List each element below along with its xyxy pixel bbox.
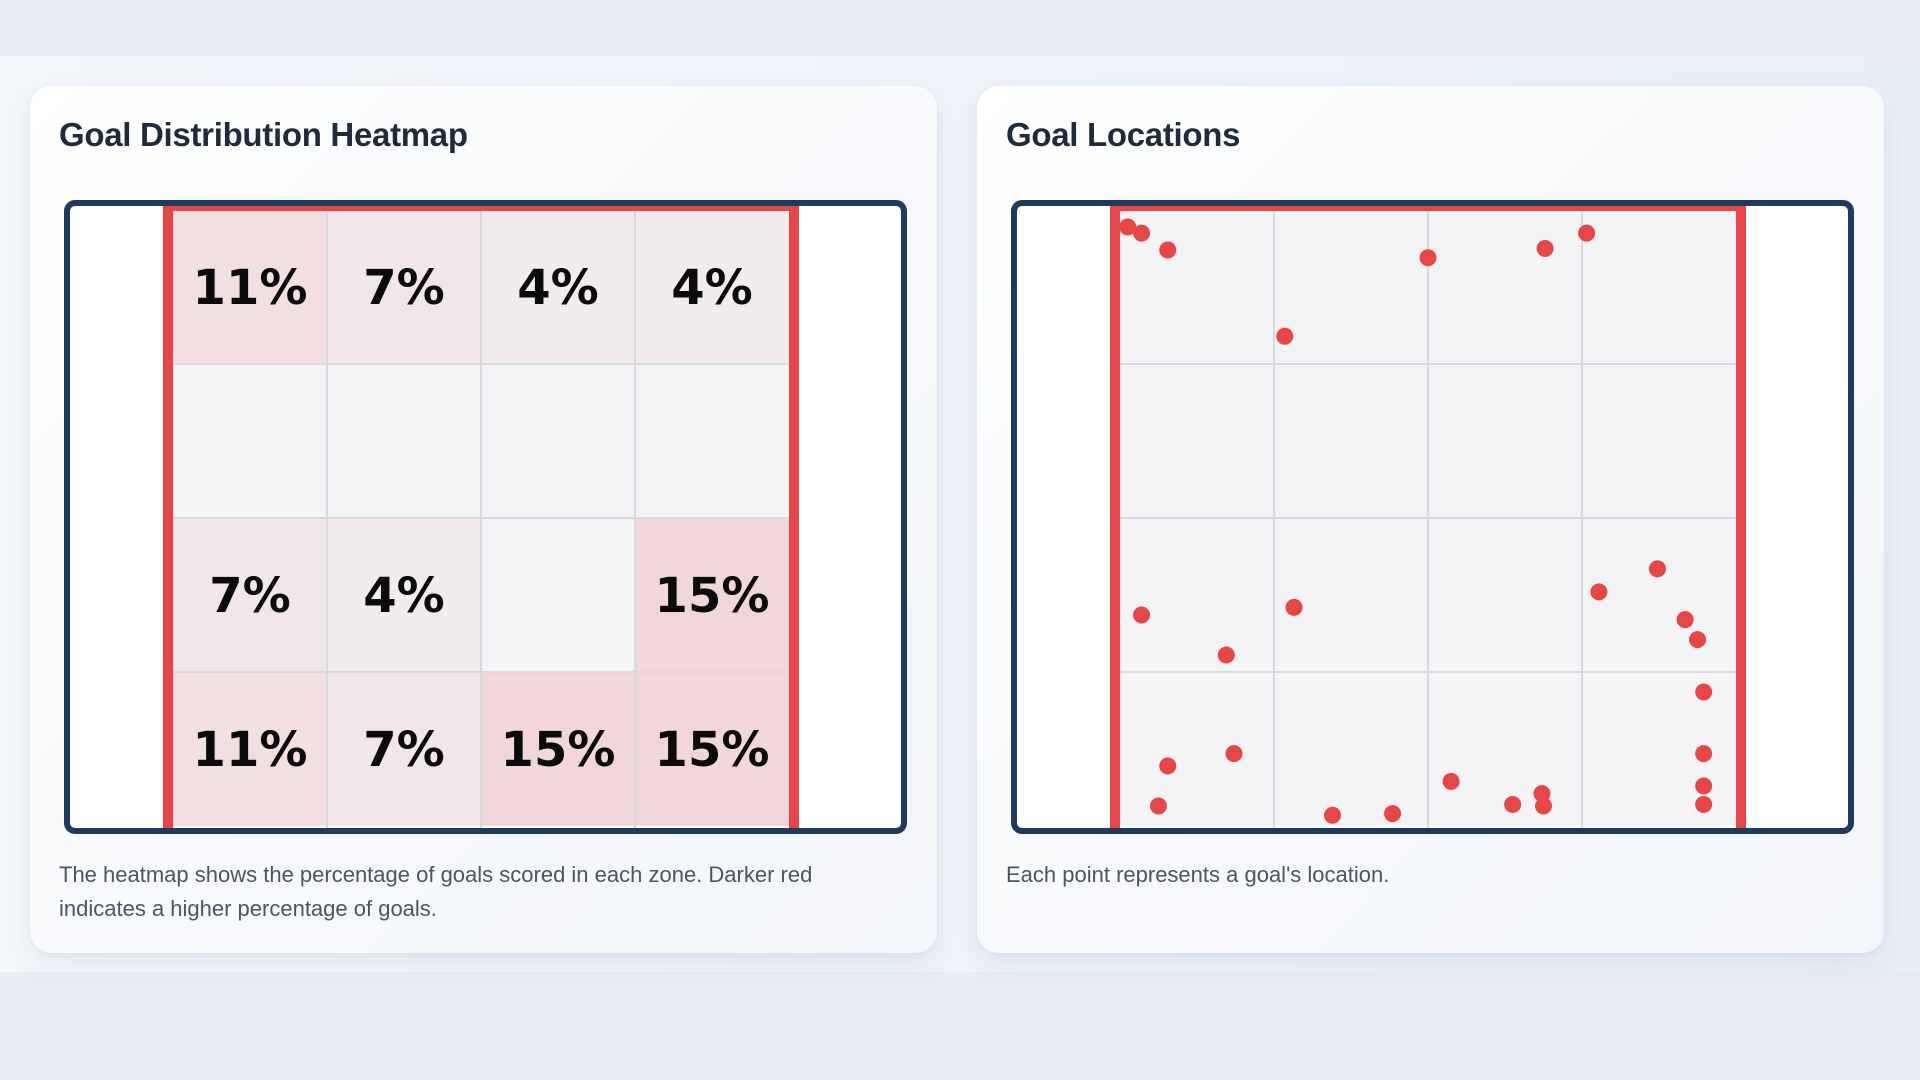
heatmap-cell xyxy=(327,672,481,826)
goal-point xyxy=(1695,683,1713,701)
scatter-chart xyxy=(1011,200,1854,834)
scatter-cell xyxy=(1428,672,1582,826)
heatmap-cell xyxy=(327,210,481,364)
scatter-cell xyxy=(1274,518,1428,672)
goal-point xyxy=(1159,757,1177,775)
heatmap-cell xyxy=(635,518,789,672)
scatter-card: Goal Locations Each point represents a g… xyxy=(977,86,1884,953)
goal-point xyxy=(1133,606,1151,624)
heatmap-cell xyxy=(635,364,789,518)
goal-point xyxy=(1150,797,1167,815)
scatter-right-post xyxy=(1736,204,1746,830)
heatmap-cell-label: 7% xyxy=(363,260,445,316)
scatter-cell xyxy=(1428,210,1582,364)
scatter-goal-frame xyxy=(1011,200,1854,834)
goal-point xyxy=(1133,224,1151,242)
heatmap-cell xyxy=(327,364,481,518)
heatmap-right-post xyxy=(789,204,799,830)
heatmap-cell-label: 15% xyxy=(501,722,616,778)
heatmap-cell xyxy=(327,518,481,672)
goal-point xyxy=(1648,560,1666,578)
heatmap-chart: 11% 7% 4% 4% 7% 4% 15% 11% 7% 15% 15% xyxy=(64,200,907,834)
scatter-cell xyxy=(1582,518,1736,672)
heatmap-cell xyxy=(173,518,327,672)
heatmap-cell xyxy=(635,210,789,364)
heatmap-caption: The heatmap shows the percentage of goal… xyxy=(59,862,813,921)
goal-point xyxy=(1276,327,1294,345)
heatmap-cell-label: 11% xyxy=(193,260,308,316)
goal-point xyxy=(1695,777,1713,795)
heatmap-cell-label: 15% xyxy=(655,568,770,624)
heatmap-cell-label: 4% xyxy=(363,568,445,624)
scatter-caption: Each point represents a goal's location. xyxy=(1006,862,1390,887)
scatter-cell xyxy=(1120,518,1274,672)
goal-point xyxy=(1590,583,1608,601)
heatmap-goal-frame xyxy=(64,200,907,834)
goal-point xyxy=(1676,611,1694,629)
heatmap-cell xyxy=(635,672,789,826)
heatmap-card: Goal Distribution Heatmap 11% 7% 4% 4% 7% 4% 1… xyxy=(30,86,937,953)
heatmap-cell xyxy=(481,518,635,672)
heatmap-left-post xyxy=(163,204,173,830)
scatter-cell xyxy=(1428,518,1582,672)
goal-point xyxy=(1536,240,1554,257)
scatter-left-post xyxy=(1110,204,1120,830)
goal-point xyxy=(1119,218,1137,236)
heatmap-cell xyxy=(481,210,635,364)
goal-point xyxy=(1533,785,1551,803)
heatmap-cell xyxy=(481,672,635,826)
heatmap-cell xyxy=(481,364,635,518)
goal-point xyxy=(1419,249,1437,267)
scatter-cell xyxy=(1582,672,1736,826)
goal-point xyxy=(1285,598,1303,616)
heatmap-cell xyxy=(173,210,327,364)
goal-point xyxy=(1535,797,1552,815)
goal-point xyxy=(1225,745,1243,763)
goal-point xyxy=(1384,805,1402,823)
scatter-cell xyxy=(1274,672,1428,826)
scatter-crossbar xyxy=(1115,204,1741,211)
scatter-cell xyxy=(1428,364,1582,518)
heatmap-cell-label: 4% xyxy=(517,260,599,316)
heatmap-cell xyxy=(173,364,327,518)
scatter-title: Goal Locations xyxy=(1006,116,1241,153)
heatmap-cell xyxy=(173,672,327,826)
goal-point xyxy=(1578,224,1596,242)
scatter-cell xyxy=(1582,364,1736,518)
heatmap-cell-label: 7% xyxy=(363,722,445,778)
goal-point xyxy=(1695,795,1713,813)
goal-point xyxy=(1695,745,1713,763)
heatmap-cell-label: 15% xyxy=(655,722,770,778)
scatter-cell xyxy=(1120,364,1274,518)
scatter-cell xyxy=(1274,364,1428,518)
heatmap-crossbar xyxy=(168,204,794,211)
heatmap-cell-label: 11% xyxy=(193,722,308,778)
goal-point xyxy=(1324,806,1342,824)
goal-point xyxy=(1689,631,1706,649)
heatmap-title: Goal Distribution Heatmap xyxy=(59,116,468,153)
scatter-cell xyxy=(1274,210,1428,364)
goal-point xyxy=(1442,772,1460,790)
scatter-cell xyxy=(1120,672,1274,826)
heatmap-cell-label: 4% xyxy=(671,260,753,316)
goal-point xyxy=(1504,795,1522,813)
goal-point xyxy=(1217,646,1235,664)
heatmap-cell-label: 7% xyxy=(209,568,291,624)
scatter-cell xyxy=(1582,210,1736,364)
goal-point xyxy=(1159,241,1177,259)
